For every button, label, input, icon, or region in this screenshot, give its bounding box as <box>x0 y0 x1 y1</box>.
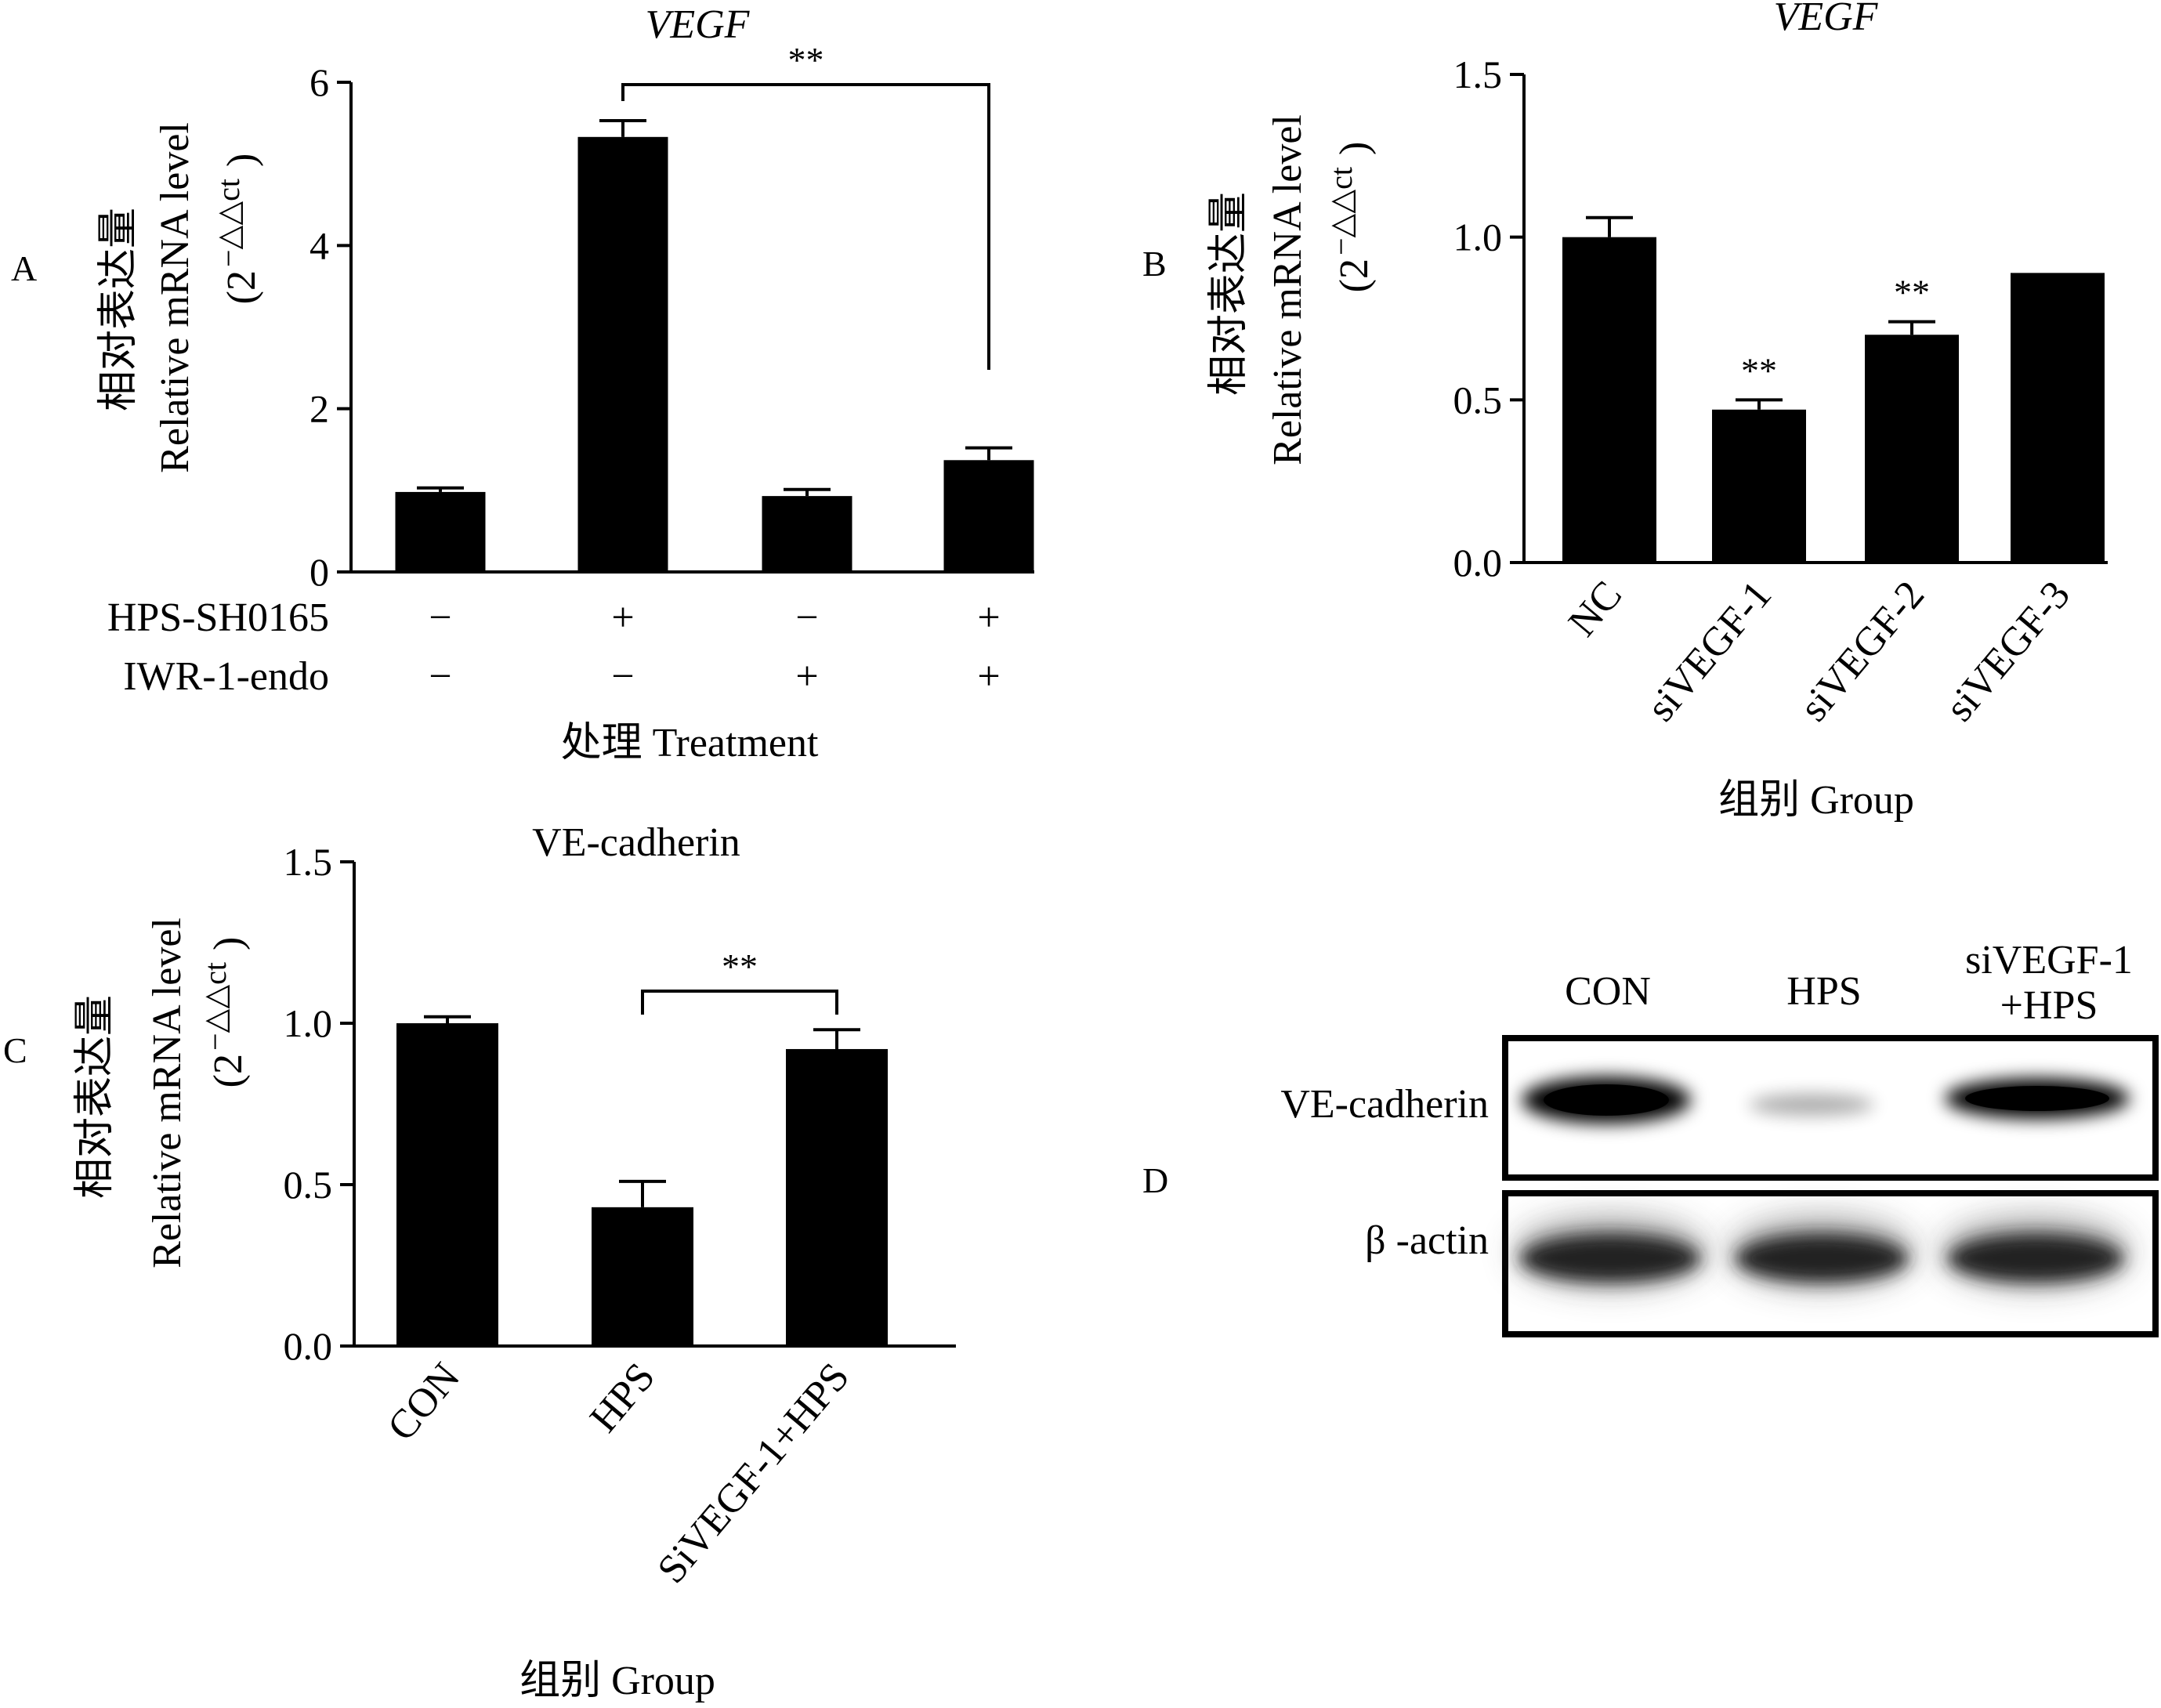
treatment-sign: − <box>611 654 634 699</box>
x-axis-label: 组别 Group <box>519 1659 715 1703</box>
bar <box>1865 335 1959 563</box>
formula-base: (2 <box>206 1054 251 1087</box>
significance-star: ** <box>1741 350 1777 390</box>
band-bactin-hps <box>1736 1235 1908 1282</box>
x-category-label: HPS <box>581 1355 664 1441</box>
bar <box>396 1023 498 1346</box>
band-bactin-sivegf <box>1948 1235 2123 1282</box>
bar <box>786 1048 888 1346</box>
blot-bands-bactin <box>1516 1219 2128 1285</box>
panel-c-ylabel-en: Relative mRNA level <box>145 917 190 1268</box>
bar <box>592 1207 693 1346</box>
panel-a-ylabel-formula: (2 −△△ct ) <box>211 154 264 305</box>
panel-b-title: VEGF <box>1774 0 1879 39</box>
x-axis-label: 处理 Treatment <box>561 721 819 765</box>
panel-a-title: VEGF <box>646 2 751 47</box>
formula-exponent: −△△ct <box>197 962 233 1051</box>
y-tick-label: 0.5 <box>284 1163 333 1207</box>
panel-c: C 相对表达量 Relative mRNA level (2 −△△ct ) V… <box>3 820 956 1703</box>
y-tick-label: 2 <box>309 387 329 431</box>
panel-a-ylabel-cn: 相对表达量 <box>96 208 141 411</box>
blot-row-label-bactin: β -actin <box>1365 1218 1489 1263</box>
blot-lane-sivegf-line1: siVEGF-1 <box>1965 938 2133 982</box>
y-tick-label: 4 <box>309 223 329 267</box>
bar <box>395 491 486 572</box>
band-bactin-con <box>1520 1235 1700 1282</box>
panel-b-ylabel-en: Relative mRNA level <box>1265 114 1310 465</box>
band-vecadherin-sivegf-core <box>1965 1086 2109 1111</box>
formula-close: ) <box>206 937 251 950</box>
x-category-label: siVEGF-3 <box>1937 573 2079 729</box>
bar <box>2011 273 2105 563</box>
formula-exponent: −△△ct <box>1323 167 1359 255</box>
band-vecadherin-con-core <box>1544 1084 1669 1116</box>
x-axis-label: 组别 Group <box>1718 778 1914 823</box>
treatment-sign: − <box>429 595 451 640</box>
bar <box>1562 237 1656 563</box>
panel-a: A 相对表达量 Relative mRNA level (2 −△△ct ) V… <box>11 2 1034 765</box>
x-category-label: siVEGF-2 <box>1791 573 1933 729</box>
treatment-row-label: HPS-SH0165 <box>107 595 329 640</box>
y-tick-label: 0.5 <box>1453 378 1503 422</box>
significance-bracket <box>641 990 838 1015</box>
panel-a-plot: 0 2 4 6 ** HPS-SH0165 − + − + IWR-1-endo − − + + 处理 Tre… <box>107 40 1034 765</box>
treatment-sign: − <box>429 654 451 699</box>
y-tick-label: 1.0 <box>284 1001 333 1045</box>
significance-label: ** <box>722 946 758 986</box>
panel-letter-d: D <box>1142 1160 1168 1200</box>
y-tick-label: 1.5 <box>284 840 333 884</box>
panel-d: D CON HPS siVEGF-1 +HPS VE-cadherin β -a… <box>1142 938 2159 1337</box>
treatment-sign: + <box>977 595 1000 640</box>
significance-bracket <box>621 83 990 370</box>
formula-base: (2 <box>1332 259 1377 292</box>
panel-letter-a: A <box>11 248 37 288</box>
formula-exponent: −△△ct <box>211 179 246 267</box>
blot-lane-con: CON <box>1565 969 1651 1014</box>
panel-c-title: VE-cadherin <box>532 820 740 865</box>
y-tick-label: 6 <box>309 60 329 104</box>
y-tick-label: 0 <box>309 550 329 594</box>
bar <box>577 136 668 572</box>
band-vecadherin-hps <box>1749 1094 1874 1116</box>
blot-row-label-vecadherin: VE-cadherin <box>1280 1082 1489 1127</box>
panel-a-ylabel-en: Relative mRNA level <box>153 122 197 473</box>
treatment-sign: + <box>611 595 634 640</box>
x-category-label: siVEGF-1 <box>1638 573 1780 729</box>
blot-lane-sivegf-line2: +HPS <box>2000 983 2098 1028</box>
bar <box>762 496 852 572</box>
y-tick-label: 1.0 <box>1453 215 1503 259</box>
bar <box>1712 409 1806 563</box>
blot-bands-vecadherin <box>1522 1077 2130 1124</box>
panel-b-plot: 0.0 0.5 1.0 1.5 ** ** NC siVEGF-1 siVEGF-2 siVEGF… <box>1453 52 2108 823</box>
x-category-label: SiVEGF-1+HPS <box>649 1355 858 1592</box>
significance-star: ** <box>1894 273 1930 313</box>
treatment-sign: − <box>795 595 818 640</box>
formula-close: ) <box>219 154 264 167</box>
treatment-row-label: IWR-1-endo <box>123 654 329 699</box>
y-tick-label: 0.0 <box>284 1324 333 1368</box>
formula-base: (2 <box>219 270 264 304</box>
y-tick-label: 1.5 <box>1453 52 1503 96</box>
x-category-label: NC <box>1560 573 1631 645</box>
panel-letter-b: B <box>1142 244 1167 284</box>
y-tick-label: 0.0 <box>1453 541 1503 584</box>
treatment-sign: + <box>795 654 818 699</box>
panel-b-ylabel-formula: (2 −△△ct ) <box>1323 142 1377 293</box>
panel-c-ylabel-formula: (2 −△△ct ) <box>197 937 251 1088</box>
significance-label: ** <box>788 40 824 80</box>
panel-letter-c: C <box>3 1030 27 1070</box>
treatment-sign: + <box>977 654 1000 699</box>
bar <box>943 460 1034 572</box>
blot-lane-hps: HPS <box>1786 969 1861 1014</box>
formula-close: ) <box>1332 142 1377 155</box>
panel-c-ylabel-cn: 相对表达量 <box>73 995 118 1199</box>
panel-b: B 相对表达量 Relative mRNA level (2 −△△ct ) V… <box>1142 0 2108 823</box>
x-category-label: CON <box>379 1355 469 1449</box>
panel-b-ylabel-cn: 相对表达量 <box>1207 192 1251 396</box>
